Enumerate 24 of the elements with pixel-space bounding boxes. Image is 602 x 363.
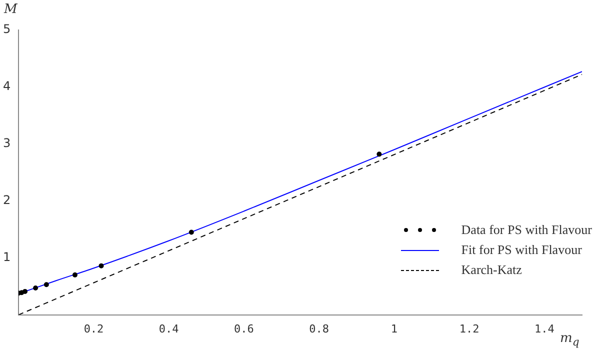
x-axis-title: m$_{q}$ <box>560 330 580 348</box>
legend-label: Data for PS with Flavour <box>461 222 592 238</box>
point <box>44 282 49 288</box>
x-tick-label: 0.6 <box>234 322 254 336</box>
legend-label: Fit for PS with Flavour <box>461 242 582 258</box>
legend-label: Karch-Katz <box>461 262 522 278</box>
y-tick-label: 3 <box>2 136 11 150</box>
y-tick-label: 5 <box>2 22 11 36</box>
y-tick-label: 2 <box>2 193 11 208</box>
x-tick-label: 1.2 <box>459 322 480 336</box>
point <box>98 263 104 268</box>
x-tick-label: 0.4 <box>158 322 180 336</box>
point <box>188 230 194 235</box>
x-tick-label: 1.4 <box>534 322 555 336</box>
y-tick-label: 4 <box>2 79 11 94</box>
y-tick-label: 1 <box>2 250 11 264</box>
point <box>376 152 382 157</box>
x-tick-label: 1 <box>390 322 398 336</box>
point <box>22 288 28 294</box>
point <box>72 272 78 278</box>
y-axis-title: M <box>4 2 18 17</box>
x-tick-label: 0.2 <box>84 322 104 336</box>
x-tick-label: 0.8 <box>309 322 330 336</box>
point <box>33 286 38 291</box>
